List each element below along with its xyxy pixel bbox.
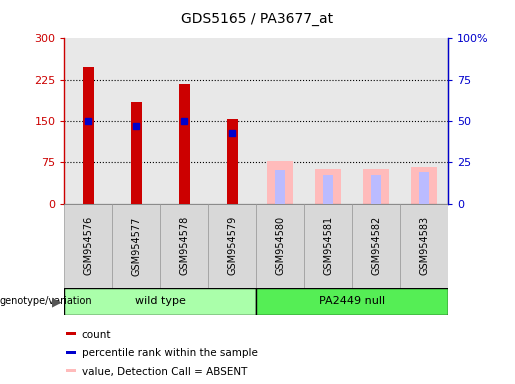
Bar [64, 204, 112, 288]
Bar [208, 204, 256, 288]
Bar [304, 204, 352, 288]
Bar [323, 175, 333, 204]
Text: count: count [82, 329, 111, 340]
Text: GSM954580: GSM954580 [275, 216, 285, 275]
Text: wild type: wild type [135, 296, 186, 306]
Bar [275, 170, 285, 204]
Bar [66, 369, 76, 372]
Text: GSM954577: GSM954577 [131, 216, 141, 276]
Text: GSM954582: GSM954582 [371, 216, 381, 275]
Bar [363, 169, 389, 204]
Bar [352, 204, 400, 288]
Text: GSM954583: GSM954583 [419, 216, 429, 275]
Text: ▶: ▶ [52, 295, 62, 308]
Bar [256, 288, 448, 315]
Bar [131, 102, 142, 204]
Bar [112, 204, 160, 288]
Bar [83, 67, 94, 204]
Bar [371, 175, 382, 204]
Text: GDS5165 / PA3677_at: GDS5165 / PA3677_at [181, 12, 334, 25]
Text: value, Detection Call = ABSENT: value, Detection Call = ABSENT [82, 367, 247, 377]
Text: GSM954576: GSM954576 [83, 216, 93, 275]
Bar [227, 119, 237, 204]
Bar [411, 167, 437, 204]
Bar [419, 172, 430, 204]
Text: percentile rank within the sample: percentile rank within the sample [82, 348, 258, 358]
Bar [64, 288, 256, 315]
Text: GSM954579: GSM954579 [227, 216, 237, 275]
Bar [179, 84, 190, 204]
Bar [256, 204, 304, 288]
Bar [267, 161, 294, 204]
Bar [160, 204, 208, 288]
Bar [66, 332, 76, 335]
Bar [315, 169, 341, 204]
Text: PA2449 null: PA2449 null [319, 296, 385, 306]
Text: genotype/variation: genotype/variation [0, 296, 93, 306]
Text: GSM954578: GSM954578 [179, 216, 190, 275]
Bar [66, 351, 76, 354]
Text: GSM954581: GSM954581 [323, 216, 333, 275]
Bar [400, 204, 448, 288]
